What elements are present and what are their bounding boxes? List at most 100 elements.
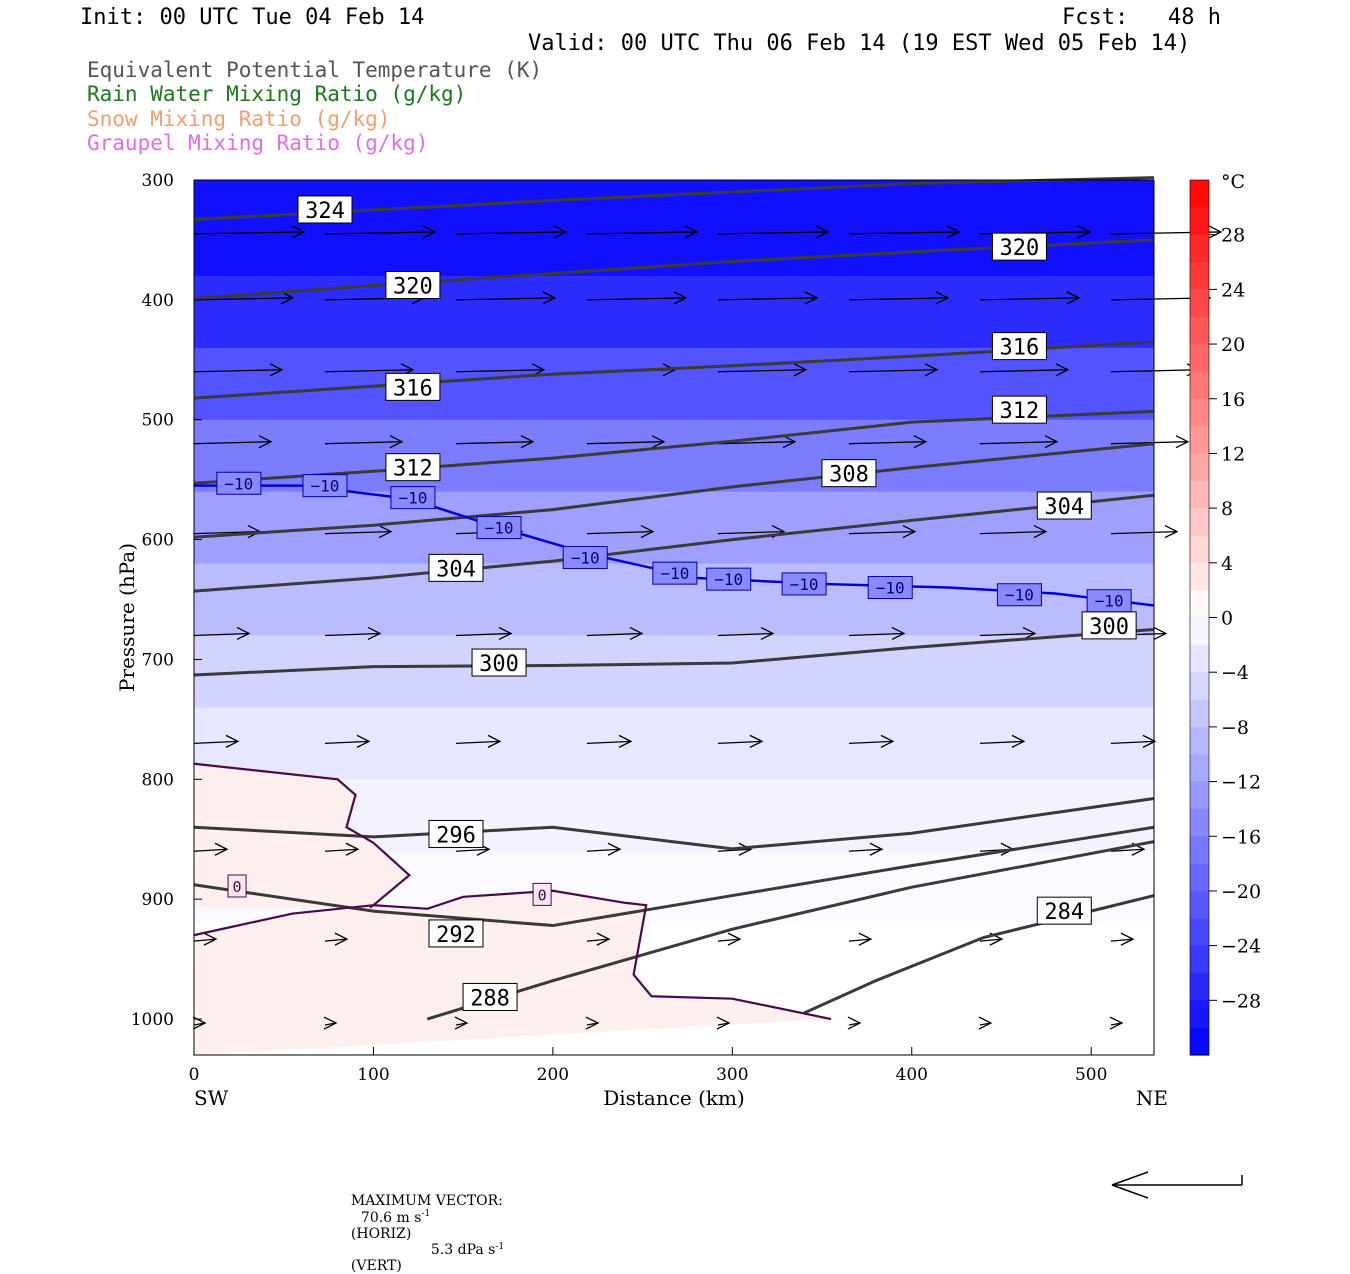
colorbar-tick-label: −28 — [1221, 990, 1261, 1012]
theta-e-label-box — [1036, 491, 1092, 520]
colorbar-segment — [1190, 672, 1209, 701]
wind-vector — [848, 626, 906, 641]
vert-value: 5.3 dPa s — [430, 1242, 496, 1259]
wind-vector-shaft — [455, 632, 512, 637]
wind-vector — [717, 225, 830, 239]
wind-vector — [848, 435, 928, 449]
y-tick-label: 700 — [142, 650, 174, 670]
theta-e-contour — [193, 825, 1155, 928]
theta-e-label: 292 — [436, 923, 476, 948]
wind-vector-shaft — [848, 231, 959, 235]
wind-vector-shaft — [1110, 740, 1155, 745]
isotherm-zero-label-box — [227, 874, 247, 898]
isotherm-minus10-label-box — [706, 567, 752, 591]
legend-theta-e: Equivalent Potential Temperature (K) — [87, 58, 543, 82]
colorbar-segment — [1190, 863, 1209, 892]
wind-vector-head — [323, 1016, 338, 1030]
wind-vector — [1110, 932, 1135, 946]
colorbar-segment — [1190, 918, 1209, 947]
wind-vector — [978, 1016, 993, 1030]
wind-vector — [847, 1016, 862, 1030]
theta-e-label-box — [297, 195, 353, 224]
theta-e-label: 296 — [436, 823, 476, 848]
wind-vector-shaft — [193, 848, 228, 852]
wind-vector-shaft — [979, 297, 1079, 301]
y-tick-label: 1000 — [131, 1010, 174, 1030]
wind-vector-head — [651, 435, 666, 449]
wind-vector — [717, 932, 742, 946]
wind-vector — [455, 435, 535, 449]
wind-vector-shaft — [717, 369, 806, 373]
max-vector-label: MAXIMUM VECTOR: — [350, 1193, 503, 1209]
colorbar-segment — [1190, 754, 1209, 783]
colorbar-segment — [1190, 808, 1209, 837]
wind-vector — [455, 225, 568, 239]
colorbar-segment — [1190, 1000, 1209, 1029]
theta-e-label-box — [385, 453, 441, 482]
colorbar-tick-label: 20 — [1221, 334, 1245, 356]
wind-vector-head — [935, 291, 950, 305]
colorbar-segment — [1190, 289, 1209, 318]
wind-vector-head — [269, 363, 284, 377]
wind-vector — [586, 291, 688, 305]
wind-vector-shaft — [193, 740, 239, 745]
colorbar-tick-label: −4 — [1221, 662, 1249, 684]
wind-vector-head — [760, 626, 775, 641]
wind-vector-head — [1142, 734, 1157, 748]
wind-vector-shaft — [324, 441, 403, 445]
cross-section-chart: 324 320 320 316 316 312 312 308 304 304 300 300 296 2… — [115, 171, 1261, 1110]
colorbar-segment — [1190, 316, 1209, 345]
wind-vector-shaft — [324, 231, 436, 235]
wind-vector — [324, 626, 382, 641]
colorbar-segment — [1190, 890, 1209, 919]
wind-vector — [455, 734, 502, 748]
isotherm-minus10-label: −10 — [571, 549, 600, 568]
colorbar-tick-label: 28 — [1221, 225, 1245, 247]
theta-e-contour — [193, 493, 1155, 593]
wind-vector-shaft — [717, 441, 795, 445]
wind-vector-shaft — [324, 740, 370, 745]
wind-vector — [193, 734, 240, 748]
isotherm-minus10-label-box — [562, 546, 608, 570]
wind-vector — [848, 291, 950, 305]
wind-vector-shaft — [324, 530, 392, 535]
wind-vector-shaft — [586, 632, 642, 637]
wind-vector — [716, 1016, 731, 1030]
colorbar-tick-label: 16 — [1221, 389, 1245, 411]
wind-vector-head — [607, 842, 622, 856]
wind-vector-head — [869, 842, 884, 856]
colorbar-segment — [1190, 207, 1209, 236]
wind-vector-shaft — [193, 530, 261, 535]
isotherm-zero-line — [193, 762, 412, 909]
wind-vector — [848, 363, 939, 377]
x-tick-label: 200 — [537, 1065, 569, 1085]
wind-vector-shaft — [193, 441, 272, 445]
wind-vector-shaft — [193, 938, 217, 942]
wind-vector-shaft — [717, 297, 817, 301]
wind-vector — [979, 734, 1026, 748]
plot-frame — [193, 179, 1155, 1056]
wind-vector — [586, 626, 644, 641]
wind-vector-head — [389, 435, 404, 449]
theta-e-contour — [193, 442, 1155, 539]
wind-vector-shaft — [455, 369, 544, 373]
horiz-unit: (HORIZ) — [350, 1225, 412, 1242]
wind-vector-shaft — [586, 848, 621, 852]
colorbar-tick-label: 24 — [1221, 279, 1245, 301]
above-freezing-region — [194, 763, 410, 908]
wind-vector-head — [804, 291, 819, 305]
reference-vector-arrow — [1111, 1171, 1243, 1199]
wind-vector-shaft — [848, 740, 893, 745]
isotherm-minus10-label: −10 — [790, 575, 819, 594]
isotherm-minus10-label: −10 — [311, 477, 340, 496]
wind-vector-shaft — [1110, 848, 1144, 852]
theta-e-label: 300 — [479, 652, 519, 677]
wind-vector-head — [214, 842, 229, 856]
wind-vector — [323, 1016, 338, 1030]
wind-vector — [455, 291, 557, 305]
wind-vector-head — [367, 626, 382, 641]
wind-vector-shaft — [848, 297, 948, 301]
wind-vector-head — [236, 626, 251, 641]
wind-vector-head — [356, 734, 371, 748]
wind-vector-head — [454, 1016, 469, 1030]
